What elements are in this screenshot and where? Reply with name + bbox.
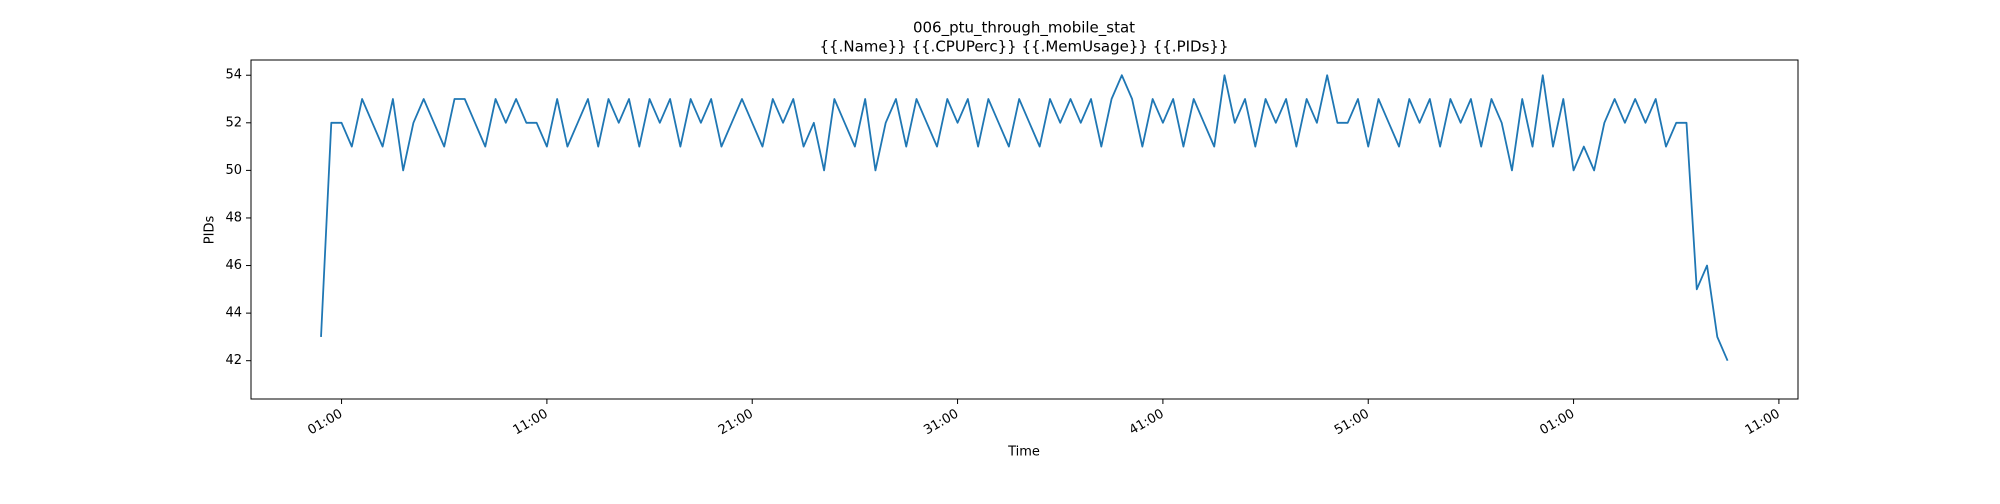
x-tick-label: 11:00 (1743, 407, 1783, 439)
y-tick-label: 50 (225, 163, 242, 178)
y-tick-label: 46 (225, 258, 242, 273)
data-line (320, 74, 1729, 362)
y-tick-label: 42 (225, 353, 242, 368)
x-tick-label: 01:00 (305, 407, 345, 439)
x-tick-label: 01:00 (1537, 407, 1577, 439)
plot-frame (250, 59, 1799, 400)
y-tick-label: 54 (225, 68, 242, 83)
x-axis-label: Time (1007, 445, 1040, 460)
chart-subtitle: {{.Name}} {{.CPUPerc}} {{.MemUsage}} {{.… (820, 38, 1229, 56)
y-tick-label: 52 (225, 115, 242, 130)
x-tick-label: 31:00 (921, 407, 961, 439)
y-tick-label: 48 (225, 210, 242, 225)
y-tick-label: 44 (225, 306, 242, 321)
x-tick-label: 41:00 (1127, 407, 1167, 439)
x-tick-label: 11:00 (511, 407, 551, 439)
x-tick-label: 51:00 (1332, 407, 1372, 439)
chart-title: 006_ptu_through_mobile_stat (913, 19, 1135, 38)
y-axis-label: PIDs (203, 216, 218, 245)
x-tick-label: 21:00 (716, 407, 756, 439)
